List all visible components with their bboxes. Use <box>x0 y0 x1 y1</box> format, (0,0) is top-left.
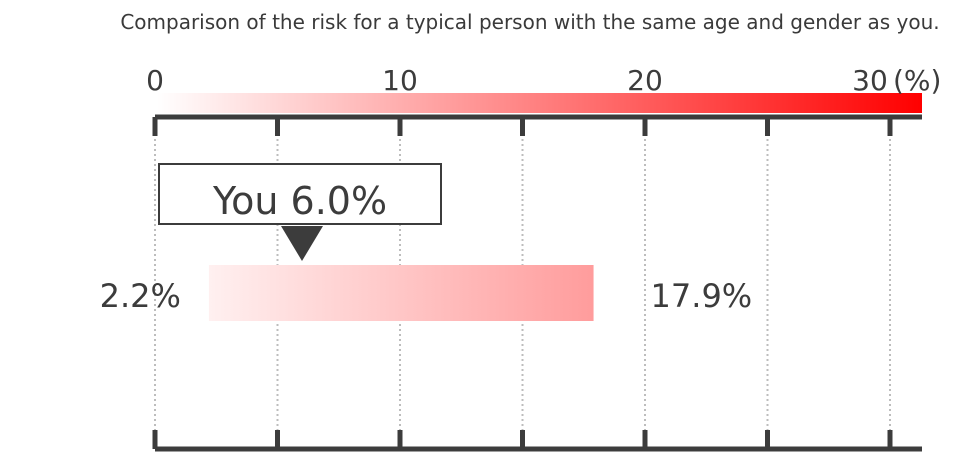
range-low-label: 2.2% <box>100 277 181 315</box>
you-label: You 6.0% <box>212 179 387 223</box>
you-marker <box>281 226 323 261</box>
tick-label: 10 <box>382 64 418 97</box>
range-high-label: 17.9% <box>651 277 753 315</box>
you-callout-box <box>158 163 442 225</box>
tick-label: 0 <box>146 64 164 97</box>
risk-range-bar <box>208 265 594 321</box>
chart-title: Comparison of the risk for a typical per… <box>120 10 940 34</box>
unit-label: (%) <box>893 64 941 97</box>
color-scale-bar <box>157 93 922 113</box>
tick-label: 30 <box>852 64 888 97</box>
tick-label: 20 <box>627 64 663 97</box>
